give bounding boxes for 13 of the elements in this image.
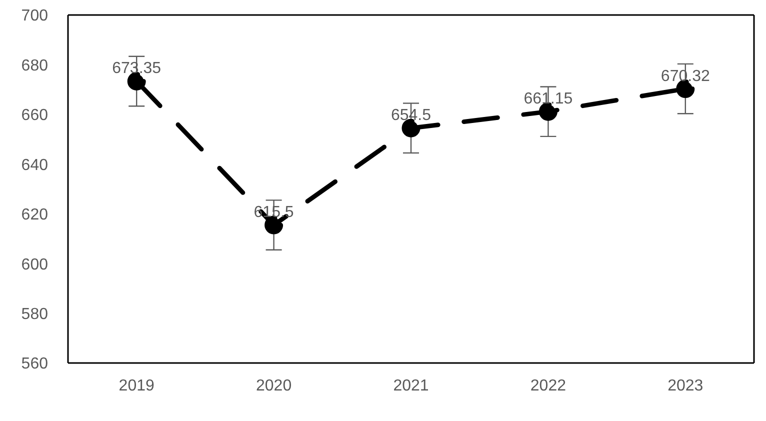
y-tick-label: 680 (21, 57, 48, 74)
x-tick-label: 2021 (393, 377, 429, 394)
y-tick-label: 660 (21, 107, 48, 124)
x-tick-label: 2022 (530, 377, 566, 394)
y-tick-label: 580 (21, 306, 48, 323)
x-tick-label: 2023 (668, 377, 704, 394)
y-tick-label: 620 (21, 206, 48, 224)
x-tick-label: 2020 (256, 377, 292, 394)
y-tick-label: 700 (21, 8, 48, 25)
y-tick-label: 560 (21, 356, 48, 373)
x-tick-label: 2019 (118, 377, 154, 394)
y-tick-label: 640 (21, 156, 48, 174)
y-tick-label: 600 (21, 256, 48, 274)
